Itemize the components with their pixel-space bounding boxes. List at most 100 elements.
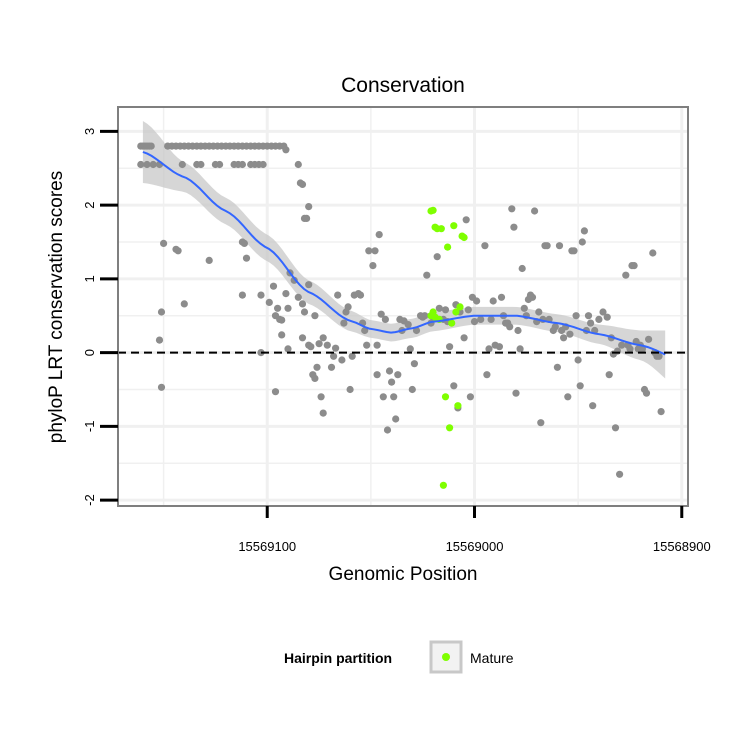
other-point [377, 310, 385, 318]
other-point [361, 326, 369, 335]
other-point [618, 341, 626, 349]
other-point [595, 315, 603, 323]
other-point [570, 247, 578, 255]
other-point [340, 319, 348, 327]
other-point [344, 303, 352, 311]
other-point [282, 146, 290, 154]
other-point [332, 344, 340, 352]
other-point [495, 343, 503, 351]
other-point [406, 345, 414, 353]
mature-point [437, 225, 445, 233]
other-point [642, 389, 651, 397]
mature-point [460, 233, 468, 242]
other-point [578, 238, 586, 246]
other-point [564, 393, 572, 401]
other-point [394, 371, 402, 379]
other-point [238, 160, 246, 169]
other-point [371, 247, 379, 255]
other-point [537, 419, 545, 427]
confidence-ribbon-layer [142, 121, 666, 379]
other-point [348, 352, 356, 360]
other-point [572, 312, 580, 320]
other-point [160, 239, 168, 247]
other-point [528, 293, 537, 301]
other-point [462, 216, 470, 224]
other-point [553, 363, 562, 371]
other-point [197, 160, 205, 169]
other-point [143, 160, 151, 169]
other-point [481, 242, 489, 250]
other-point [616, 470, 624, 478]
mature-point [441, 393, 450, 401]
mature-point [452, 308, 460, 316]
other-point [315, 340, 323, 348]
chart-title: Conservation [341, 74, 465, 97]
other-point [385, 367, 394, 375]
other-point [464, 306, 472, 314]
x-axis-title: Genomic Position [329, 564, 478, 585]
other-point [147, 142, 155, 150]
other-point [334, 291, 342, 299]
other-point [649, 249, 657, 257]
other-point [580, 227, 589, 235]
other-point [317, 393, 325, 401]
other-point [410, 360, 418, 368]
other-point [311, 374, 319, 382]
other-point [543, 242, 551, 250]
other-point [369, 262, 377, 270]
other-point [323, 341, 331, 349]
other-point [576, 382, 584, 390]
other-point [307, 343, 315, 351]
y-axis: -2 -1 0 1 2 3 [82, 128, 118, 506]
x-tick-label: 15568900 [653, 539, 711, 554]
mature-point [439, 481, 447, 489]
other-point [278, 331, 286, 339]
other-point [587, 319, 595, 327]
panel-border [117, 106, 689, 507]
other-point [584, 312, 593, 320]
other-point [216, 160, 224, 169]
other-point [137, 160, 145, 169]
other-point [305, 281, 313, 289]
other-point [489, 297, 497, 305]
other-point [290, 276, 298, 284]
other-point [589, 402, 597, 410]
other-point [375, 231, 383, 239]
other-point [265, 298, 273, 306]
other-point [278, 316, 286, 324]
other-point [327, 363, 336, 371]
other-point [408, 385, 416, 394]
other-point [605, 371, 613, 379]
other-point [512, 389, 520, 397]
other-point [303, 214, 311, 222]
other-point [157, 383, 166, 391]
other-point [300, 308, 309, 316]
other-point [630, 262, 638, 270]
other-point [373, 371, 381, 379]
other-point [460, 334, 468, 342]
other-point [311, 312, 319, 320]
mature-point [444, 243, 452, 251]
other-point [242, 254, 251, 262]
y-tick-label: 0 [82, 349, 97, 356]
plot-panel [118, 107, 688, 506]
other-point [390, 393, 398, 401]
y-axis-title: phyloP LRT conservation scores [46, 171, 67, 444]
other-point [388, 378, 396, 386]
other-point [356, 291, 365, 299]
y-tick-label: 3 [82, 128, 97, 135]
other-point [363, 341, 371, 349]
other-point [294, 160, 302, 169]
other-point [470, 318, 479, 326]
other-point [149, 160, 157, 169]
y-tick-label: -2 [82, 494, 97, 506]
other-point [257, 291, 265, 299]
other-point [392, 415, 400, 423]
other-point [506, 323, 514, 331]
other-point [622, 271, 630, 279]
other-point [551, 323, 559, 331]
confidence-ribbon [142, 121, 666, 379]
other-point [657, 408, 665, 416]
mature-point [456, 303, 464, 311]
